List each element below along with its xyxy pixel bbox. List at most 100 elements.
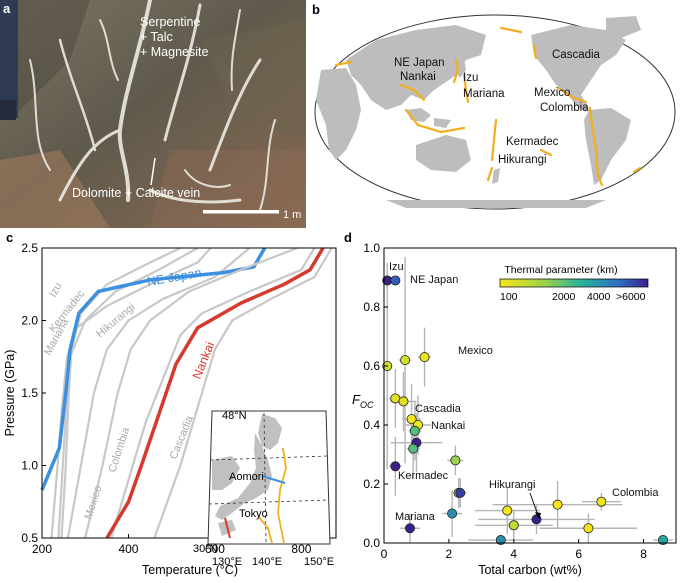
subduction-zones — [334, 26, 642, 187]
point-label-colombia: Colombia — [612, 487, 659, 499]
d-xtick-label: 0 — [381, 547, 388, 561]
scatter-point — [502, 505, 513, 516]
c-ylabel: Pressure (GPa) — [3, 350, 17, 437]
c-xlabel: Temperature (°C) — [142, 563, 238, 577]
point-label-hikurangi: Hikurangi — [489, 479, 535, 491]
c-xtick-label: 600 — [205, 542, 225, 556]
rock-label-3: + Magnesite — [140, 45, 208, 59]
d-xtick-label: 4 — [510, 547, 517, 561]
scatter-point — [495, 535, 506, 546]
inset-lon-130: 130°E — [212, 556, 242, 568]
hikurangi-arrowhead — [535, 512, 541, 519]
curve-nankai — [105, 247, 325, 539]
point-label-izu: Izu — [389, 261, 404, 273]
panel-letter-a: a — [3, 1, 11, 16]
d-xtick-label: 8 — [640, 547, 647, 561]
scatter-frame — [383, 247, 677, 544]
scatter-point — [552, 499, 563, 510]
scatter-point — [398, 396, 409, 407]
d-xtick-label: 2 — [446, 547, 453, 561]
c-xtick-label: 200 — [32, 542, 52, 556]
point-label-nankai: Nankai — [431, 420, 465, 432]
scatter-point — [596, 496, 607, 507]
panel-letter-b: b — [312, 2, 320, 17]
scatter-point — [508, 520, 519, 531]
d-ytick-label: 0.6 — [363, 359, 380, 373]
rock-label-2: + Talc — [140, 30, 173, 44]
panel-b-map: b — [306, 0, 685, 228]
inset-lat-48: 48°N — [222, 410, 247, 422]
map-label-izu: Izu — [463, 72, 478, 84]
curve-kermadec — [57, 247, 199, 539]
curve-label-nankai: Nankai — [190, 340, 218, 381]
legend-title: Thermal parameter (km) — [504, 264, 617, 276]
c-ytick-label: 2.0 — [21, 314, 38, 328]
panel-letter-d: d — [344, 230, 352, 245]
rock-label-1: Serpentine — [140, 15, 201, 29]
d-ytick-label: 0.4 — [363, 418, 380, 432]
d-ytick-label: 1.0 — [363, 241, 380, 255]
c-xtick-label: 400 — [118, 542, 138, 556]
legend-tick-6000: >6000 — [616, 291, 646, 303]
thermal-legend: Thermal parameter (km) 100 2000 4000 >60… — [499, 264, 649, 303]
c-ytick-label: 0.5 — [21, 531, 38, 545]
legend-tick-2000: 2000 — [552, 291, 576, 303]
inset-lat-30: 30°N — [193, 543, 218, 555]
map-label-mariana: Mariana — [463, 88, 505, 100]
point-label-mexico: Mexico — [458, 345, 493, 357]
scatter-point — [409, 425, 420, 436]
scatter-point — [390, 461, 401, 472]
map-label-cascadia: Cascadia — [552, 49, 601, 61]
inset-place-aomori: Aomori — [229, 471, 264, 483]
panel-a-photo: 1 m Serpentine + Talc + Magnesite Dolomi… — [0, 0, 306, 228]
map-label-nankai: Nankai — [400, 71, 436, 83]
curve-label-cascadia: Cascadia — [168, 413, 197, 461]
scatter-point — [408, 443, 419, 454]
inset-lon-150: 150°E — [304, 556, 334, 568]
c-ytick-label: 2.5 — [21, 241, 38, 255]
map-label-kermadec: Kermadec — [506, 136, 559, 148]
c-xtick-label: 800 — [291, 542, 311, 556]
curve-mexico — [153, 247, 333, 539]
d-xlabel: Total carbon (wt%) — [478, 563, 582, 577]
point-label-cascadia: Cascadia — [415, 403, 462, 415]
panel-letter-c: c — [6, 230, 14, 245]
scatter-point — [419, 352, 430, 363]
scatter-point — [583, 523, 594, 534]
legend-tick-4000: 4000 — [587, 291, 611, 303]
vein-label: Dolomite + Calcite vein — [72, 186, 200, 200]
scatter-point — [450, 455, 461, 466]
c-ytick-label: 1.5 — [21, 386, 38, 400]
map-label-ne-japan: NE Japan — [394, 57, 445, 69]
curve-hikurangi — [66, 247, 251, 539]
d-ylabel: FOC — [352, 392, 374, 410]
map-label-hikurangi: Hikurangi — [498, 154, 547, 166]
scatter-point — [658, 535, 669, 546]
point-label-ne-japan: NE Japan — [410, 274, 458, 286]
outcrop-photo: 1 m Serpentine + Talc + Magnesite Dolomi… — [0, 0, 306, 228]
inset-map: 48°N 30°N 130°E 140°E 150°E Aomori Tokyo — [193, 410, 334, 568]
scatter-chart: 0 2 4 6 8 0.0 0.2 0.4 0.6 0.8 1.0 Izu NE Japan Mex… — [352, 241, 677, 577]
scale-label: 1 m — [283, 209, 301, 221]
legend-colorbar — [499, 278, 649, 288]
scale-bar — [203, 210, 279, 214]
d-ytick-label: 0.0 — [363, 536, 380, 550]
curve-cascadia — [110, 247, 316, 539]
d-ytick-label: 0.2 — [363, 477, 380, 491]
scatter-point — [447, 508, 458, 519]
map-label-colombia: Colombia — [540, 102, 589, 114]
curve-label-mexico: Mexico — [82, 484, 104, 521]
c-ytick-label: 1.0 — [21, 459, 38, 473]
inset-lon-140: 140°E — [252, 556, 282, 568]
legend-tick-100: 100 — [500, 291, 518, 303]
scatter-point — [404, 523, 415, 534]
d-xtick-label: 6 — [575, 547, 582, 561]
world-map: NE Japan Nankai Izu Mariana Cascadia Mex… — [314, 14, 676, 210]
point-label-mariana: Mariana — [395, 511, 436, 523]
point-label-kermadec: Kermadec — [398, 470, 449, 482]
map-label-mexico: Mexico — [534, 87, 570, 99]
curve-label-izu: Izu — [47, 281, 64, 300]
scatter-point — [455, 487, 466, 498]
curve-colombia — [84, 246, 298, 539]
